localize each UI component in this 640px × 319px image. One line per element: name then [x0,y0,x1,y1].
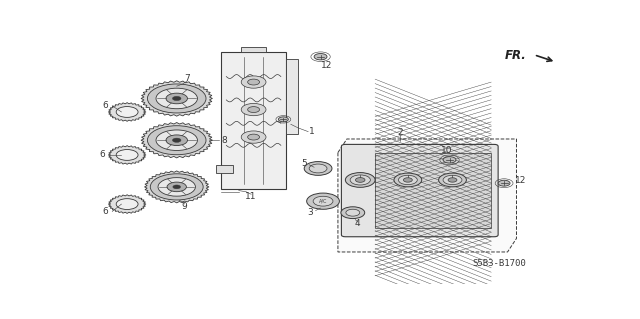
Bar [241,47,266,52]
Circle shape [116,107,138,117]
Circle shape [498,180,510,186]
Circle shape [241,131,266,143]
Text: 6: 6 [99,151,105,160]
Circle shape [355,178,365,182]
Circle shape [241,103,266,116]
Circle shape [158,178,195,196]
Polygon shape [108,145,146,164]
Circle shape [278,117,288,122]
Text: 3: 3 [308,208,314,217]
Text: FR.: FR. [505,49,527,63]
Circle shape [309,164,327,173]
Bar [375,153,491,228]
Text: 12: 12 [321,61,332,70]
Circle shape [248,107,260,113]
Circle shape [172,138,181,142]
Circle shape [166,93,188,104]
Text: 6: 6 [102,207,108,216]
FancyArrowPatch shape [536,56,552,61]
Circle shape [150,174,203,200]
Circle shape [346,173,375,187]
Polygon shape [338,139,516,252]
Circle shape [166,135,188,145]
Circle shape [116,150,138,160]
Text: 12: 12 [515,176,526,185]
Circle shape [248,134,260,140]
Circle shape [307,193,339,209]
Text: 4: 4 [355,219,360,228]
Polygon shape [141,122,212,158]
Text: 7: 7 [184,74,189,83]
Circle shape [241,76,266,88]
Text: 5: 5 [301,159,307,168]
Circle shape [304,162,332,175]
Polygon shape [108,195,146,213]
Bar [221,52,286,189]
Circle shape [116,199,138,210]
Text: S5B3-B1700: S5B3-B1700 [472,258,526,268]
Circle shape [399,175,417,185]
Circle shape [147,126,206,155]
Bar [216,165,232,173]
Circle shape [167,182,186,192]
Circle shape [438,173,467,187]
Circle shape [448,178,457,182]
Text: 9: 9 [181,202,187,211]
Circle shape [350,175,371,185]
Circle shape [443,175,462,185]
Text: 2: 2 [397,128,403,137]
Circle shape [346,209,360,216]
Circle shape [147,84,206,113]
Polygon shape [108,103,146,121]
Circle shape [443,157,456,163]
Text: 1: 1 [309,127,315,136]
Circle shape [156,88,197,109]
Circle shape [403,178,412,182]
Bar [286,59,298,134]
Text: A/C: A/C [319,199,327,204]
Text: 11: 11 [245,192,257,201]
Text: 6: 6 [102,101,108,110]
Text: 8: 8 [221,136,227,145]
Circle shape [314,54,327,60]
FancyBboxPatch shape [341,145,498,237]
Circle shape [341,207,365,219]
Circle shape [173,185,180,189]
Circle shape [394,173,422,187]
Circle shape [156,130,197,151]
Circle shape [248,79,260,85]
Circle shape [313,196,333,206]
Polygon shape [141,81,212,116]
Text: 10: 10 [442,145,452,154]
Polygon shape [145,171,209,203]
Circle shape [172,96,181,100]
